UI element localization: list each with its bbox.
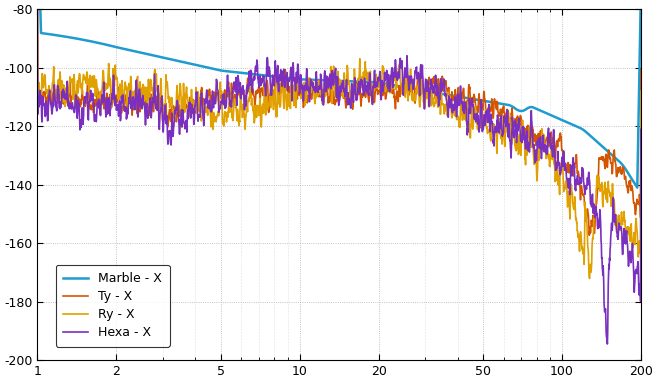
Line: Ry - X: Ry - X <box>37 0 641 278</box>
Ty - X <box>64 104 72 108</box>
Hexa - X <box>620 235 627 240</box>
Ry - X <box>637 89 645 93</box>
Ry - X <box>620 216 627 221</box>
Marble - X <box>509 104 516 109</box>
Ry - X <box>311 101 319 106</box>
Line: Ty - X: Ty - X <box>37 0 641 235</box>
Hexa - X <box>637 127 645 132</box>
Legend: Marble - X, Ty - X, Ry - X, Hexa - X: Marble - X, Ty - X, Ry - X, Hexa - X <box>56 265 170 347</box>
Ry - X <box>64 91 72 95</box>
Hexa - X <box>620 237 627 241</box>
Hexa - X <box>34 2 41 7</box>
Hexa - X <box>64 104 72 108</box>
Hexa - X <box>603 342 611 346</box>
Marble - X <box>620 164 627 168</box>
Marble - X <box>311 78 319 82</box>
Marble - X <box>619 163 627 168</box>
Marble - X <box>633 185 641 190</box>
Ry - X <box>327 64 335 69</box>
Ry - X <box>585 276 593 281</box>
Marble - X <box>64 35 72 39</box>
Ty - X <box>620 165 627 170</box>
Ry - X <box>509 130 516 134</box>
Ty - X <box>585 233 593 238</box>
Ty - X <box>327 87 335 92</box>
Hexa - X <box>509 117 516 121</box>
Ry - X <box>620 215 627 220</box>
Line: Marble - X: Marble - X <box>37 0 641 188</box>
Ty - X <box>509 114 516 118</box>
Line: Hexa - X: Hexa - X <box>37 5 641 344</box>
Ty - X <box>311 85 319 89</box>
Marble - X <box>327 78 335 83</box>
Hexa - X <box>311 87 319 91</box>
Ty - X <box>620 167 627 172</box>
Ty - X <box>637 68 645 72</box>
Hexa - X <box>327 83 335 87</box>
